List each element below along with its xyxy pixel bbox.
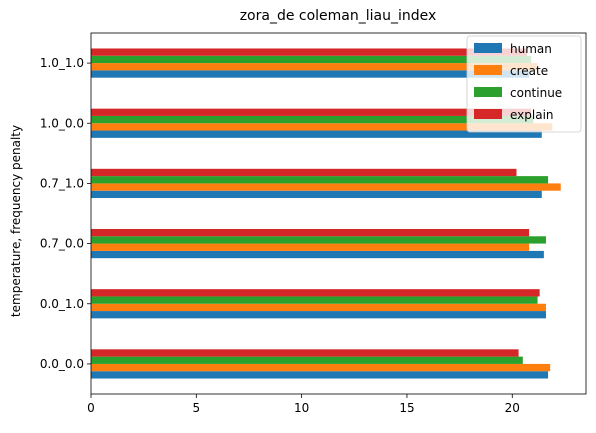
bar-human-1.0_0.0 — [91, 130, 542, 138]
legend-label-continue: continue — [510, 86, 562, 100]
bar-human-1.0_1.0 — [91, 70, 530, 78]
x-tick-label: 0 — [87, 401, 95, 415]
bars-group — [91, 48, 561, 379]
legend-swatch-human — [474, 43, 502, 53]
bar-continue-0.0_1.0 — [91, 296, 538, 304]
legend: human create continue explain — [466, 35, 582, 133]
bar-human-0.0_0.0 — [91, 371, 549, 379]
legend-swatch-create — [474, 65, 502, 75]
bar-human-0.7_0.0 — [91, 250, 544, 259]
bar-explain-0.7_0.0 — [91, 228, 530, 237]
bar-create-0.0_1.0 — [91, 303, 546, 312]
y-tick-label: 0.7_0.0 — [40, 237, 84, 251]
bar-create-1.0_1.0 — [91, 63, 538, 71]
bar-create-0.0_0.0 — [91, 363, 551, 372]
x-tick-label: 5 — [192, 401, 200, 415]
bar-continue-0.7_0.0 — [91, 236, 546, 244]
bar-continue-0.0_0.0 — [91, 356, 523, 364]
bar-continue-1.0_1.0 — [91, 55, 532, 64]
bar-explain-0.7_1.0 — [91, 168, 517, 177]
axes-group: 0.0_0.0 0.0_1.0 0.7_0.0 0.7_1.0 1.0_0.0 1.0_1… — [40, 32, 587, 415]
bar-human-0.7_1.0 — [91, 190, 542, 199]
legend-label-explain: explain — [510, 108, 554, 122]
bar-explain-1.0_0.0 — [91, 108, 532, 116]
legend-swatch-continue — [474, 87, 502, 97]
x-tick-label: 15 — [399, 401, 414, 415]
y-tick-label: 1.0_0.0 — [40, 116, 84, 130]
legend-box — [466, 35, 582, 133]
y-tick-label: 0.0_1.0 — [40, 297, 84, 311]
bar-create-1.0_0.0 — [91, 123, 553, 131]
bar-explain-1.0_1.0 — [91, 48, 528, 56]
legend-label-human: human — [510, 42, 552, 56]
bar-human-0.0_1.0 — [91, 311, 546, 319]
y-axis-label: temperature, frequency penalty — [9, 125, 23, 317]
bar-continue-0.7_1.0 — [91, 176, 549, 184]
plot-frame — [90, 32, 587, 395]
chart-title: zora_de coleman_liau_index — [240, 8, 437, 24]
y-tick-label: 0.0_0.0 — [40, 357, 84, 371]
bar-explain-0.0_1.0 — [91, 289, 540, 297]
y-tick-label: 0.7_1.0 — [40, 176, 84, 190]
legend-swatch-explain — [474, 109, 502, 119]
bar-create-0.7_1.0 — [91, 183, 561, 191]
x-tick-label: 10 — [294, 401, 309, 415]
bar-continue-1.0_0.0 — [91, 115, 534, 124]
bar-explain-0.0_0.0 — [91, 349, 519, 357]
y-tick-label: 1.0_1.0 — [40, 56, 84, 70]
legend-label-create: create — [510, 64, 548, 78]
bar-create-0.7_0.0 — [91, 243, 530, 251]
x-tick-label: 20 — [505, 401, 520, 415]
